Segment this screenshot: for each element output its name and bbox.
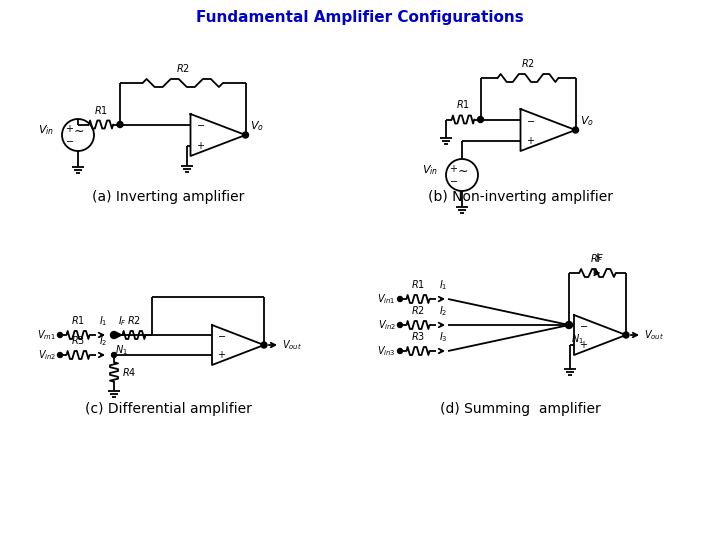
Text: $V_{in}$: $V_{in}$ (38, 123, 54, 137)
Circle shape (112, 353, 117, 357)
Circle shape (58, 333, 63, 338)
Text: $R2$: $R2$ (411, 304, 425, 316)
Circle shape (261, 342, 267, 348)
Text: $-$: $-$ (196, 119, 204, 130)
Text: (b) Non-inverting amplifier: (b) Non-inverting amplifier (428, 190, 613, 204)
Text: $V_o$: $V_o$ (250, 119, 264, 133)
Text: $V_{m1}$: $V_{m1}$ (37, 328, 56, 342)
Circle shape (397, 322, 402, 327)
Text: $N_1$: $N_1$ (571, 332, 584, 346)
Circle shape (623, 332, 629, 338)
Circle shape (397, 296, 402, 301)
Circle shape (572, 127, 578, 133)
Text: $V_{in3}$: $V_{in3}$ (377, 344, 396, 358)
Text: $V_o$: $V_o$ (580, 114, 593, 128)
Text: $+$: $+$ (196, 140, 204, 151)
Text: $-$: $-$ (217, 330, 226, 340)
Text: (a) Inverting amplifier: (a) Inverting amplifier (92, 190, 244, 204)
Text: $V_{in2}$: $V_{in2}$ (37, 348, 56, 362)
Text: $I_F$: $I_F$ (595, 251, 604, 265)
Text: $V_{out}$: $V_{out}$ (644, 328, 664, 342)
Text: $I_3$: $I_3$ (438, 330, 447, 344)
Circle shape (117, 122, 123, 127)
Text: $I_1$: $I_1$ (99, 314, 107, 328)
Text: $-$: $-$ (579, 320, 588, 330)
Text: $V_{in2}$: $V_{in2}$ (377, 318, 396, 332)
Text: $-$: $-$ (526, 114, 535, 125)
Text: $V_{in}$: $V_{in}$ (422, 163, 438, 177)
Circle shape (397, 348, 402, 354)
Text: $I_F$: $I_F$ (117, 314, 127, 328)
Text: $R2$: $R2$ (521, 57, 535, 69)
Text: $+$: $+$ (449, 163, 459, 173)
Text: Fundamental Amplifier Configurations: Fundamental Amplifier Configurations (196, 10, 524, 25)
Text: $I_1$: $I_1$ (438, 278, 447, 292)
Text: $RF$: $RF$ (590, 252, 605, 264)
Text: $I_2$: $I_2$ (438, 304, 447, 318)
Text: $+$: $+$ (66, 123, 74, 133)
Text: $R1$: $R1$ (94, 104, 108, 116)
Text: $\sim$: $\sim$ (71, 124, 85, 137)
Text: (d) Summing  amplifier: (d) Summing amplifier (440, 402, 600, 416)
Text: $R3$: $R3$ (71, 334, 85, 346)
Text: $V_{out}$: $V_{out}$ (282, 338, 302, 352)
Text: $V_{in1}$: $V_{in1}$ (377, 292, 396, 306)
Text: (c) Differential amplifier: (c) Differential amplifier (84, 402, 251, 416)
Text: $I_2$: $I_2$ (99, 334, 107, 348)
Text: $-$: $-$ (66, 135, 75, 145)
Text: $R1$: $R1$ (411, 278, 425, 290)
Text: $R1$: $R1$ (71, 314, 85, 326)
Text: $+$: $+$ (579, 340, 588, 350)
Circle shape (110, 332, 117, 339)
Text: $+$: $+$ (526, 135, 534, 146)
Text: $-$: $-$ (449, 175, 459, 185)
Text: $R3$: $R3$ (411, 330, 425, 342)
Text: $N_1$: $N_1$ (115, 343, 128, 357)
Circle shape (243, 132, 248, 138)
Circle shape (477, 117, 484, 123)
Text: $R2$: $R2$ (176, 62, 190, 74)
Text: $R2$: $R2$ (127, 314, 141, 326)
Text: $R4$: $R4$ (122, 366, 136, 378)
Text: $\sim$: $\sim$ (455, 164, 469, 177)
Circle shape (565, 321, 572, 328)
Circle shape (58, 353, 63, 357)
Text: $+$: $+$ (217, 349, 226, 361)
Text: $R1$: $R1$ (456, 98, 470, 111)
